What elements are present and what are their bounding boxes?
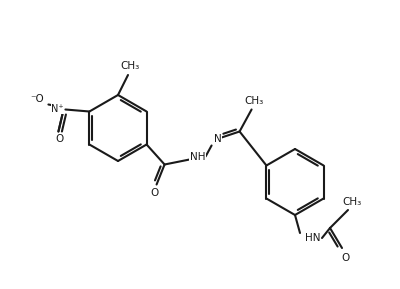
Text: O: O bbox=[55, 134, 64, 144]
Text: CH₃: CH₃ bbox=[342, 197, 362, 207]
Text: CH₃: CH₃ bbox=[120, 61, 140, 71]
Text: NH: NH bbox=[190, 151, 205, 162]
Text: HN: HN bbox=[305, 233, 321, 243]
Text: O: O bbox=[342, 253, 350, 263]
Text: CH₃: CH₃ bbox=[244, 95, 263, 105]
Text: N: N bbox=[214, 134, 222, 144]
Text: N⁺: N⁺ bbox=[51, 103, 64, 114]
Text: ⁻O: ⁻O bbox=[30, 95, 44, 105]
Text: O: O bbox=[150, 188, 159, 199]
